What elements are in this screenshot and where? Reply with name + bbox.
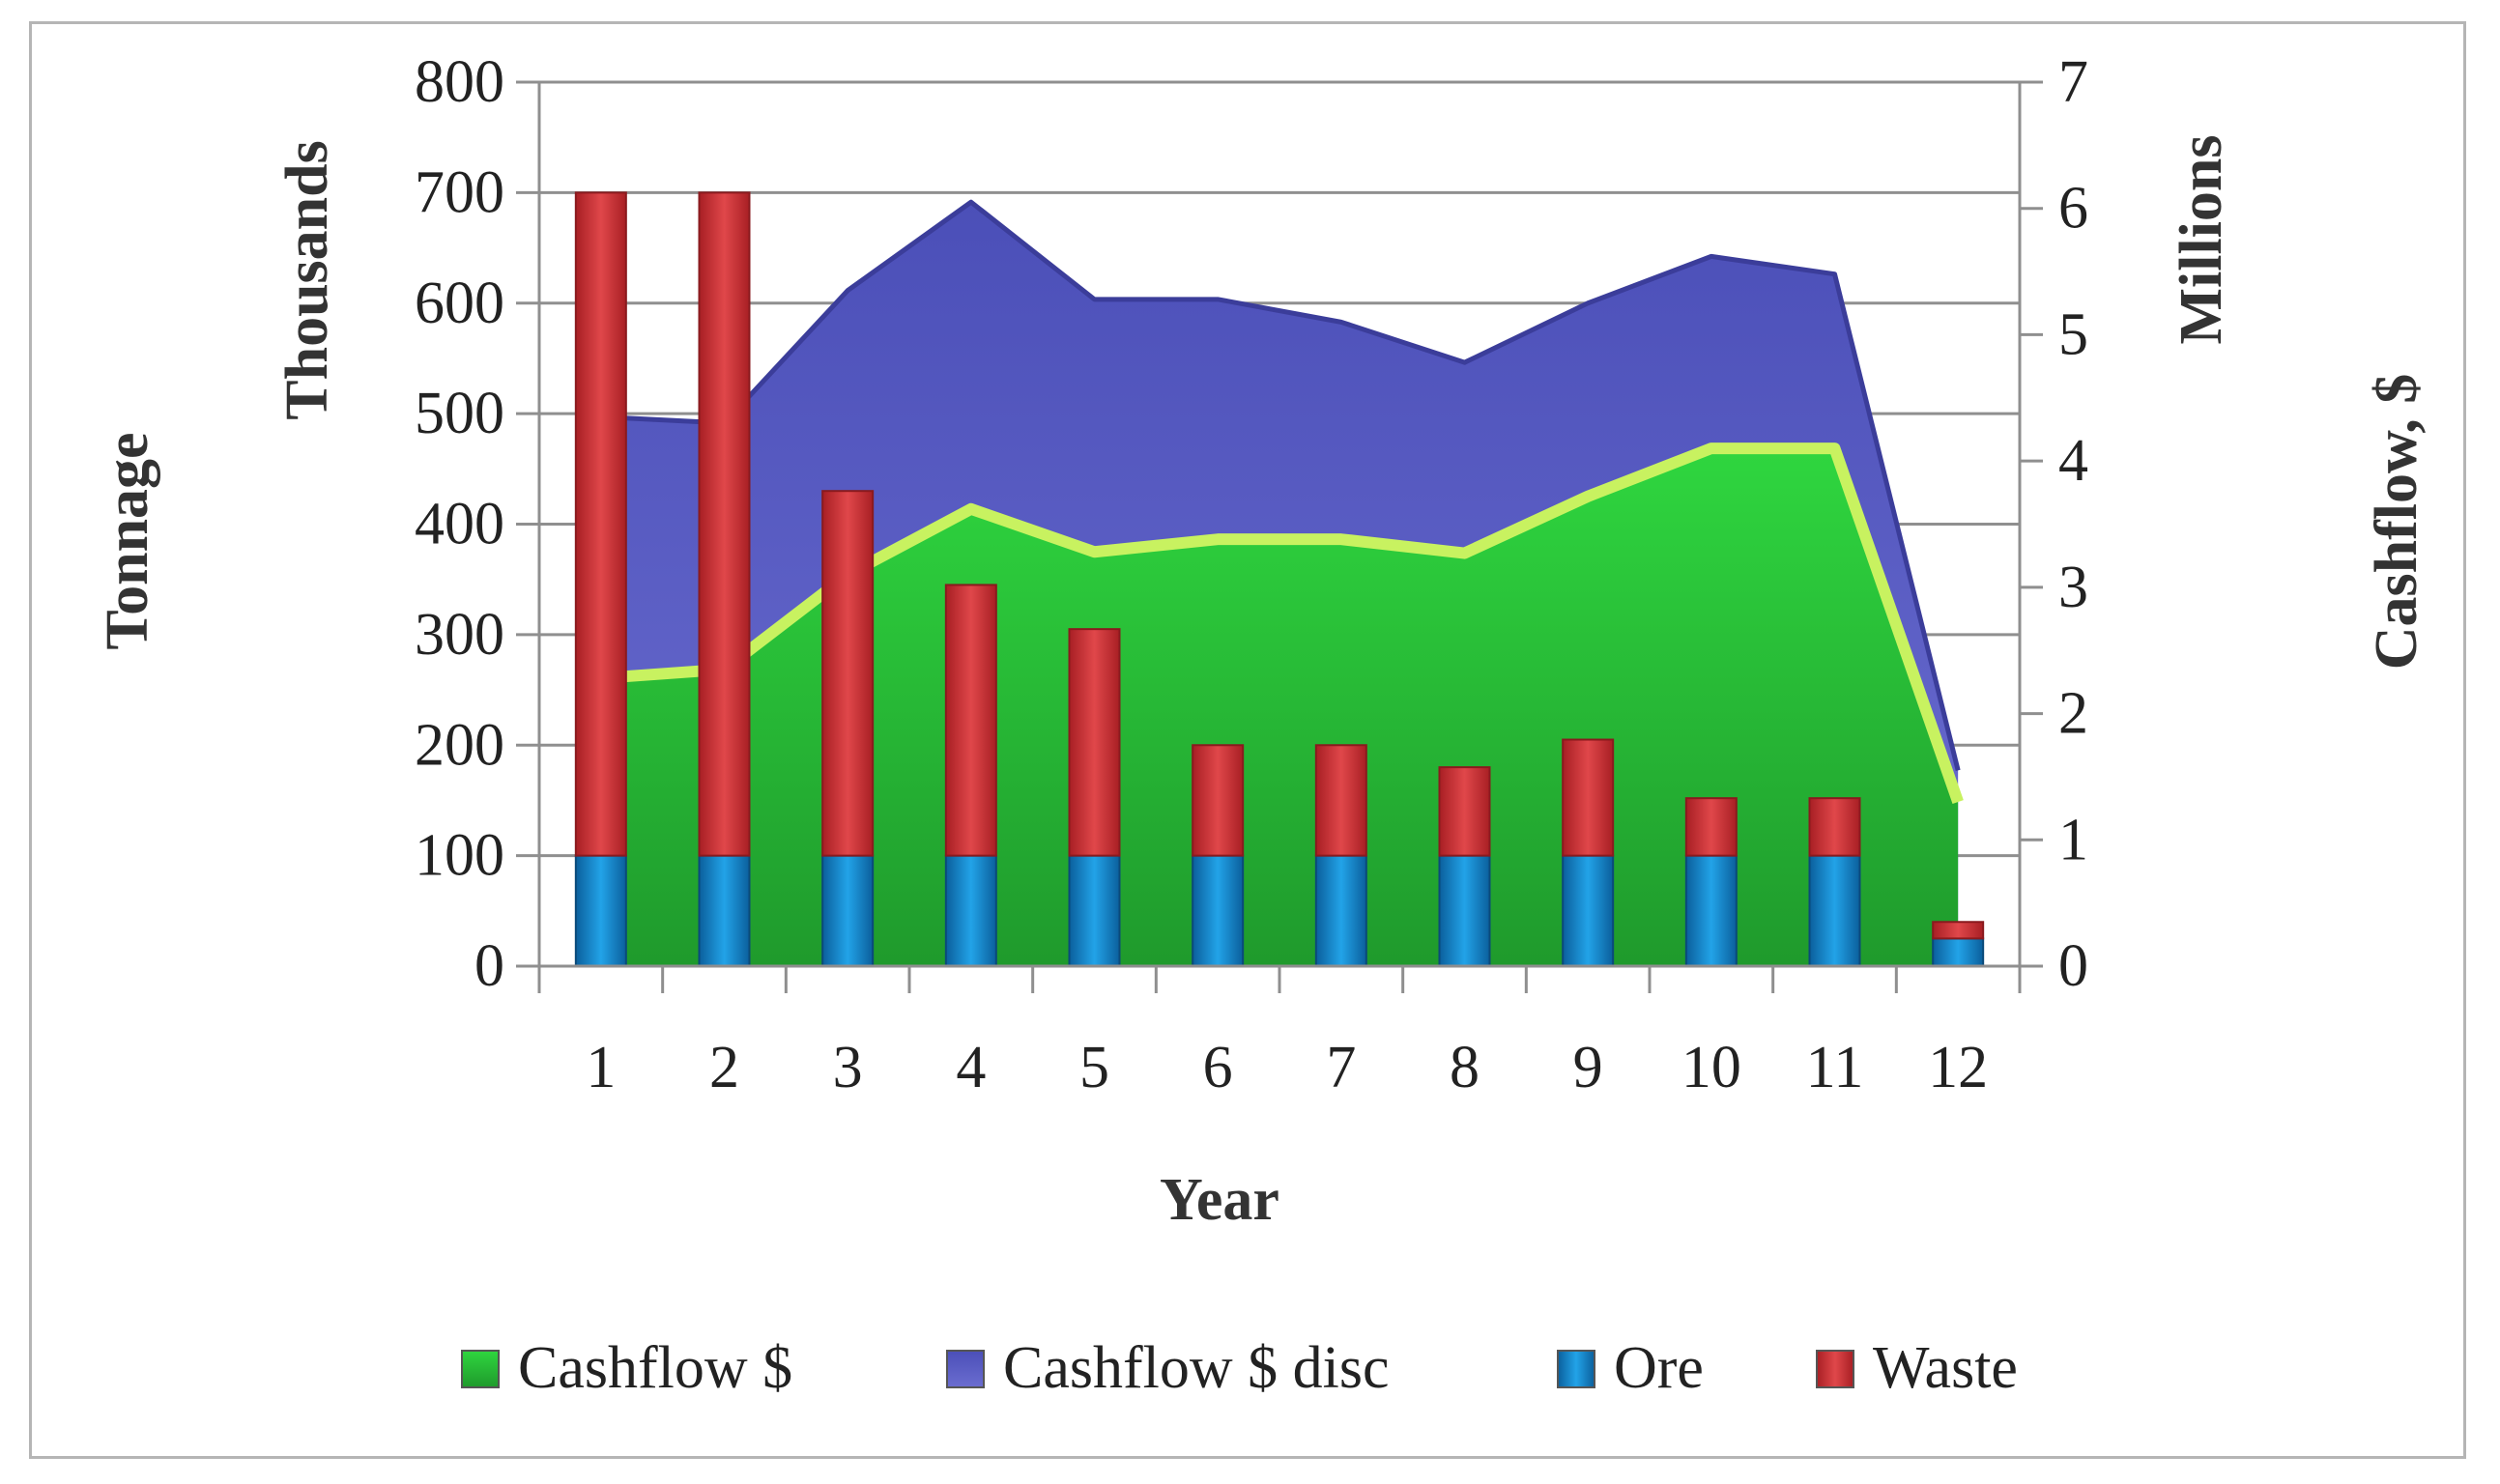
legend-item: Cashflow $ <box>461 1335 792 1401</box>
bar-waste <box>1314 744 1367 857</box>
area-cashflow <box>600 448 1959 967</box>
area-edge-cashflow-disc <box>600 199 1961 771</box>
bar-ore <box>1438 854 1491 967</box>
bar-series <box>574 191 1985 967</box>
left-tick-label: 600 <box>415 271 504 336</box>
x-axis-tick-labels: 1 2 3 4 5 6 7 8 9 10 11 12 <box>586 1035 1988 1100</box>
left-axis-title: Tonnage <box>95 432 160 649</box>
bar-waste <box>574 191 627 857</box>
legend-swatch <box>946 1350 985 1388</box>
bar-waste <box>944 584 997 857</box>
bar-waste <box>1438 766 1491 857</box>
legend-label: Ore <box>1614 1335 1704 1401</box>
x-tick-label: 7 <box>1326 1035 1356 1100</box>
bar-ore <box>944 854 997 967</box>
legend-item: Ore <box>1557 1335 1704 1401</box>
legend-label: Cashflow $ <box>518 1335 792 1401</box>
right-tick-label: 2 <box>2058 681 2088 747</box>
left-axis-tick-labels: 0 100 200 300 400 500 600 700 800 <box>415 49 504 999</box>
bar-waste <box>1562 738 1615 857</box>
x-tick-label: 10 <box>1681 1035 1741 1100</box>
bar-waste <box>1932 921 1985 940</box>
right-axis-unit: Millions <box>2169 134 2234 344</box>
x-tick-label: 12 <box>1928 1035 1988 1100</box>
x-tick-label: 5 <box>1079 1035 1109 1100</box>
bar-ore <box>1314 854 1367 967</box>
bar-ore <box>698 854 751 967</box>
bar-ore <box>1684 854 1738 967</box>
right-tick-label: 0 <box>2058 933 2088 999</box>
right-tick-label: 6 <box>2058 176 2088 242</box>
left-tick-label: 500 <box>415 381 504 446</box>
x-tick-label: 2 <box>709 1035 739 1100</box>
x-tick-label: 1 <box>586 1035 616 1100</box>
right-axis-tick-labels: 0 1 2 3 4 5 6 7 <box>2058 49 2088 999</box>
x-tick-label: 9 <box>1573 1035 1603 1100</box>
legend: Cashflow $ Cashflow $ disc Ore Waste <box>461 1335 2018 1401</box>
bar-waste <box>698 191 751 857</box>
bar-ore <box>1808 854 1861 967</box>
legend-label: Cashflow $ disc <box>1003 1335 1390 1401</box>
right-tick-label: 3 <box>2058 555 2088 620</box>
bar-waste <box>1684 797 1738 857</box>
x-tick-label: 8 <box>1450 1035 1480 1100</box>
bar-waste <box>821 490 875 857</box>
bar-ore <box>1068 854 1121 967</box>
left-tick-label: 200 <box>415 712 504 778</box>
bar-ore <box>821 854 875 967</box>
x-axis-title: Year <box>1160 1167 1279 1233</box>
left-tick-label: 100 <box>415 823 504 889</box>
x-tick-label: 6 <box>1203 1035 1233 1100</box>
right-tick-label: 4 <box>2058 428 2088 494</box>
bar-waste <box>1192 744 1245 857</box>
legend-item: Waste <box>1816 1335 2018 1401</box>
bar-ore <box>1932 937 1985 967</box>
legend-swatch <box>461 1350 500 1388</box>
left-tick-label: 300 <box>415 602 504 668</box>
area-series <box>600 199 1964 967</box>
left-tick-label: 800 <box>415 49 504 115</box>
bar-ore <box>574 854 627 967</box>
left-tick-label: 400 <box>415 492 504 557</box>
bar-ore <box>1192 854 1245 967</box>
bar-waste <box>1068 628 1121 857</box>
x-tick-label: 4 <box>956 1035 986 1100</box>
legend-label: Waste <box>1873 1335 2018 1401</box>
bar-ore <box>1562 854 1615 967</box>
x-tick-label: 3 <box>833 1035 863 1100</box>
legend-item: Cashflow $ disc <box>946 1335 1390 1401</box>
x-tick-label: 11 <box>1806 1035 1864 1100</box>
legend-swatch <box>1816 1350 1854 1388</box>
right-tick-label: 5 <box>2058 301 2088 367</box>
left-tick-label: 0 <box>474 933 504 999</box>
right-tick-label: 1 <box>2058 807 2088 872</box>
left-tick-label: 700 <box>415 159 504 225</box>
axes <box>516 80 2043 993</box>
left-axis-unit: Thousands <box>274 140 340 420</box>
right-axis-title: Cashflow, $ <box>2364 374 2429 671</box>
bar-waste <box>1808 797 1861 857</box>
right-tick-label: 7 <box>2058 49 2088 115</box>
legend-swatch <box>1557 1350 1595 1388</box>
